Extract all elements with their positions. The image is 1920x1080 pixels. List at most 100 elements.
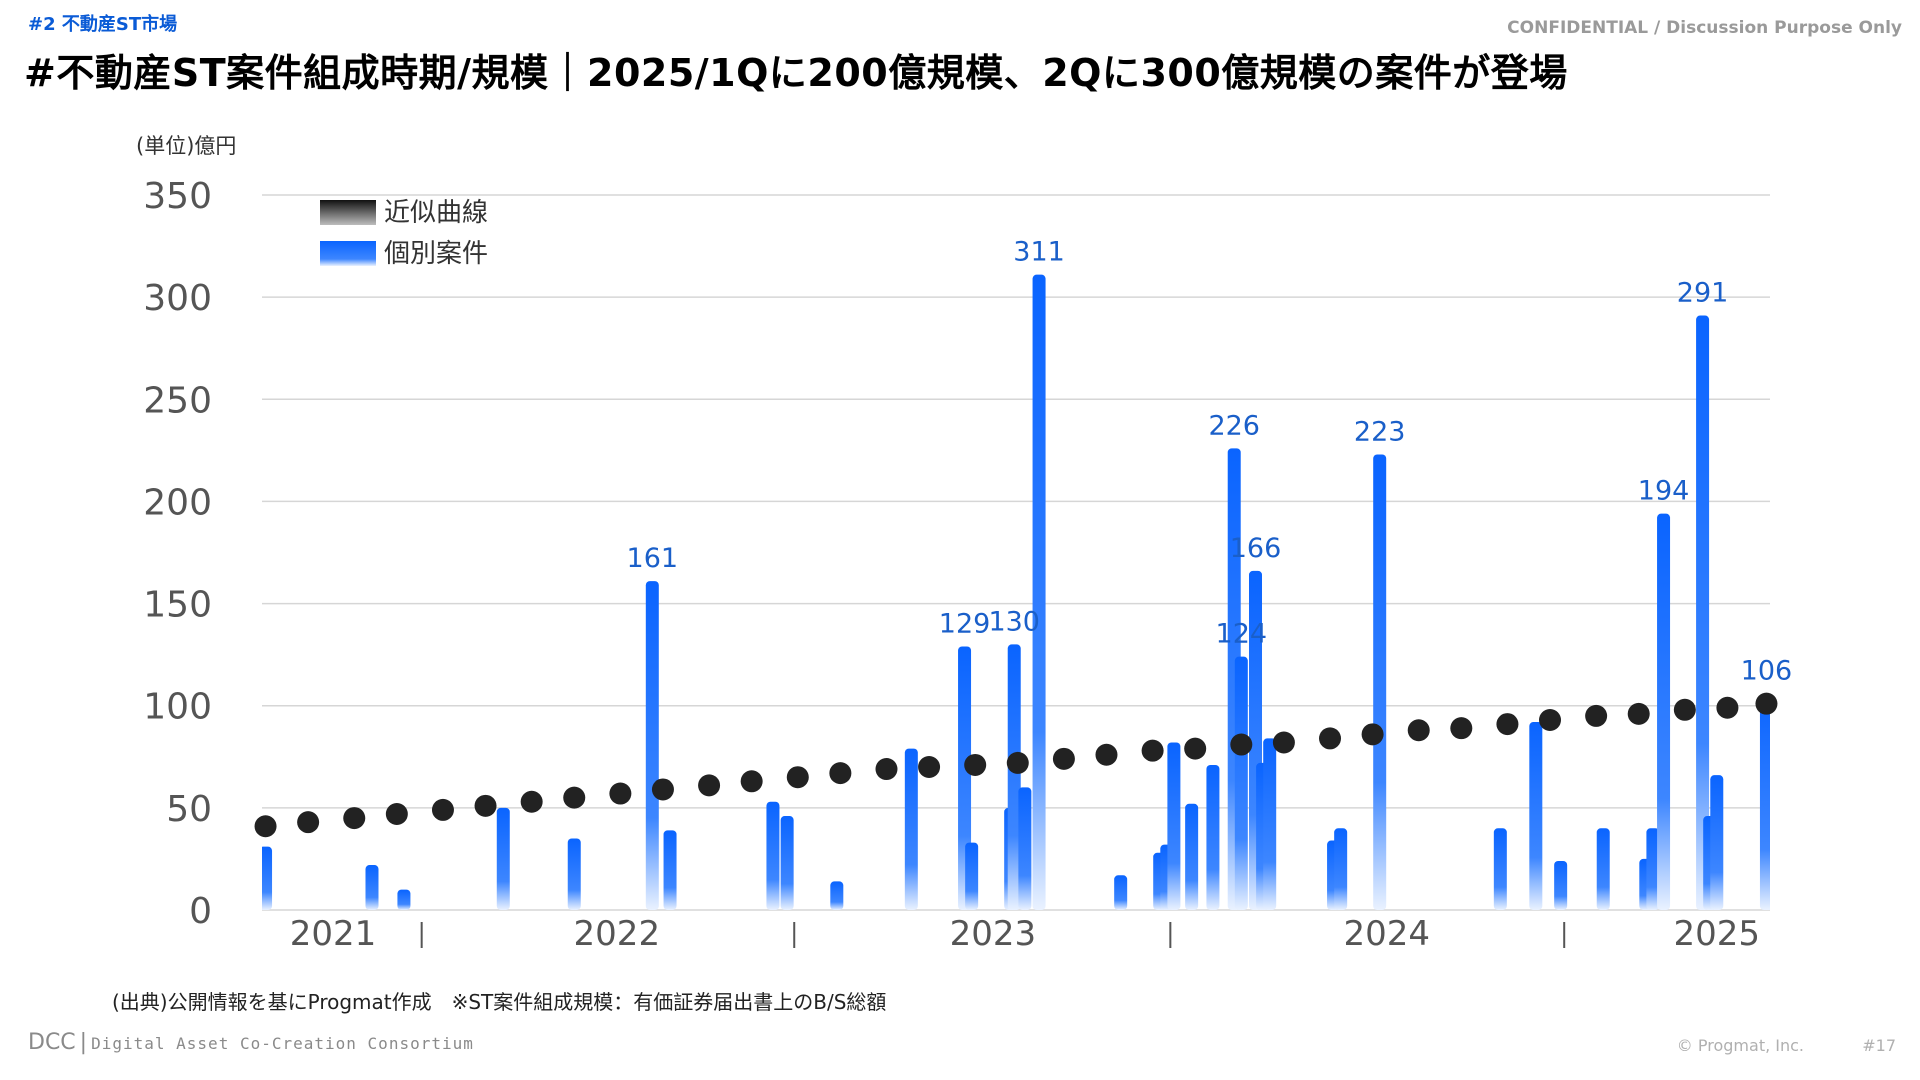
legend-swatch-bar	[320, 241, 376, 266]
trend-dot	[740, 770, 763, 793]
bar	[780, 816, 794, 910]
trend-dot	[297, 811, 320, 834]
data-label: 106	[1741, 655, 1793, 686]
data-label: 291	[1677, 278, 1729, 309]
trend-dot	[563, 786, 586, 809]
data-label: 161	[627, 543, 679, 574]
page-title: #不動産ST案件組成時期/規模｜2025/1Qに200億規模、2Qに300億規模…	[24, 51, 1568, 95]
trend-dot	[1272, 731, 1295, 754]
y-tick-label: 300	[143, 278, 212, 319]
data-label: 311	[1013, 237, 1065, 268]
data-label: 166	[1230, 533, 1282, 564]
trend-dot	[1716, 696, 1739, 719]
y-tick-label: 100	[143, 687, 212, 728]
bar	[397, 889, 411, 910]
page-number: #17	[1862, 1036, 1896, 1055]
legend-label-bar: 個別案件	[384, 239, 488, 269]
trend-dot	[1319, 727, 1342, 750]
trend-dot	[343, 807, 366, 830]
bar	[496, 807, 510, 910]
bar	[1234, 656, 1248, 910]
section-tag: #2 不動産ST市場	[28, 14, 178, 35]
bar	[965, 842, 979, 910]
bars	[262, 274, 1770, 910]
data-label: 194	[1638, 476, 1690, 507]
bar	[1007, 644, 1021, 910]
bar	[1529, 722, 1543, 910]
trend-dot	[431, 798, 454, 821]
bar	[1646, 828, 1660, 910]
y-tick-label: 50	[166, 789, 212, 830]
trend-dot	[786, 766, 809, 789]
trend-dot	[254, 815, 277, 838]
bar	[1554, 860, 1568, 910]
y-tick-label: 200	[143, 482, 212, 523]
trend-dot	[1052, 747, 1075, 770]
logo-separator: |	[79, 1030, 88, 1055]
bar	[567, 838, 581, 910]
trend-dot	[609, 782, 632, 805]
data-label: 129	[939, 608, 991, 639]
trend-dot	[651, 778, 674, 801]
year-label: 2022	[574, 914, 661, 954]
trend-dot	[829, 762, 852, 785]
organization-name: Digital Asset Co-Creation Consortium	[91, 1034, 474, 1053]
year-label: 2025	[1674, 914, 1761, 954]
bar	[1032, 274, 1046, 910]
trend-dot	[385, 802, 408, 825]
bar	[1185, 803, 1199, 910]
bar	[1334, 828, 1348, 910]
year-label: 2024	[1344, 914, 1431, 954]
dcc-logo: DCC | Digital Asset Co-Creation Consortium	[28, 1030, 474, 1055]
trend-dot	[1450, 717, 1473, 740]
bar	[1710, 775, 1724, 910]
trend-dot	[1006, 751, 1029, 774]
trend-dot	[698, 774, 721, 797]
bar	[1759, 693, 1770, 910]
trend-dot	[918, 756, 941, 778]
trend-dot	[1539, 709, 1562, 732]
trend-dot	[1673, 698, 1696, 721]
data-label: 226	[1208, 410, 1260, 441]
trend-dot	[1496, 713, 1519, 736]
legend-label-trend: 近似曲線	[384, 198, 488, 228]
y-tick-label: 150	[143, 585, 212, 626]
y-tick-label: 0	[189, 891, 212, 932]
trend-dot	[1184, 737, 1207, 760]
trend-dot	[964, 753, 987, 776]
year-label: 2023	[950, 914, 1037, 954]
trend-dot	[520, 790, 543, 813]
bar	[1696, 315, 1710, 910]
data-label: 130	[988, 606, 1040, 637]
bar	[365, 865, 379, 910]
trend-dot	[1407, 719, 1430, 742]
y-tick-label: 250	[143, 380, 212, 421]
x-axis: 2021 2022 2023 2024 2025	[290, 914, 1760, 954]
bar	[830, 881, 844, 910]
bar	[904, 748, 918, 910]
trend-dot	[1095, 743, 1118, 766]
bar	[1114, 875, 1128, 910]
confidential-label: CONFIDENTIAL / Discussion Purpose Only	[1507, 18, 1902, 38]
logo-text: DCC	[28, 1030, 76, 1055]
bar	[663, 830, 677, 910]
data-label: 124	[1216, 619, 1268, 650]
bar	[1167, 742, 1181, 910]
unit-label: (単位)億円	[136, 134, 237, 158]
legend: 近似曲線 個別案件	[320, 198, 488, 269]
trend-dot	[1755, 692, 1778, 715]
trend-dot	[1627, 702, 1650, 725]
trend-dot	[1585, 704, 1608, 727]
bar	[1657, 513, 1671, 910]
trend-dots	[254, 692, 1778, 838]
y-tick-label: 350	[143, 176, 212, 217]
bar	[1493, 828, 1507, 910]
bar	[645, 581, 659, 910]
y-axis-ticks: 0 50 100 150 200 250 300 350	[143, 176, 212, 932]
trend-dot	[474, 794, 497, 817]
trend-dot	[1141, 739, 1164, 762]
trend-dot	[1361, 723, 1384, 746]
copyright: © Progmat, Inc.	[1676, 1036, 1804, 1055]
